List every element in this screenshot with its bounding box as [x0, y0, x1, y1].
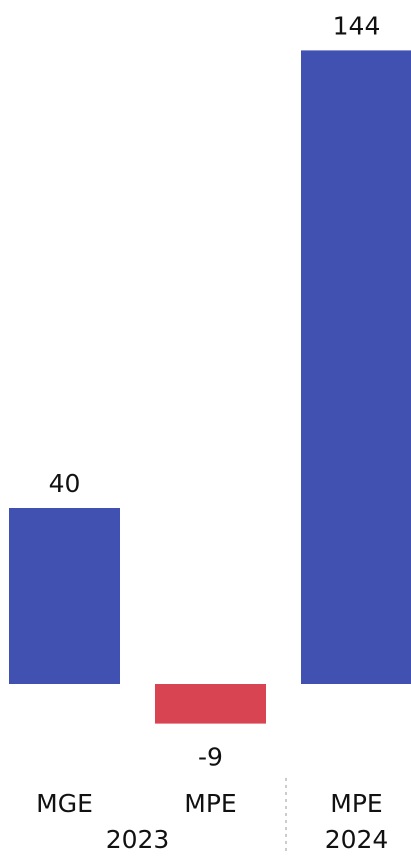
bars-layer	[9, 50, 411, 724]
bar-3	[301, 50, 411, 684]
category-label-1: MGE	[36, 789, 93, 818]
value-label-2: -9	[198, 743, 223, 772]
category-label-2: MPE	[184, 789, 236, 818]
category-label-3: MPE	[330, 789, 382, 818]
bar-2	[155, 684, 266, 724]
category-axis: MGE MPE MPE 2023 2024	[36, 778, 389, 854]
value-labels-layer: 40 -9 144	[49, 11, 381, 771]
value-label-1: 40	[49, 469, 81, 498]
group-label-2024: 2024	[325, 825, 389, 852]
group-label-2023: 2023	[106, 825, 170, 852]
value-label-3: 144	[333, 11, 381, 40]
bar-1	[9, 508, 120, 684]
